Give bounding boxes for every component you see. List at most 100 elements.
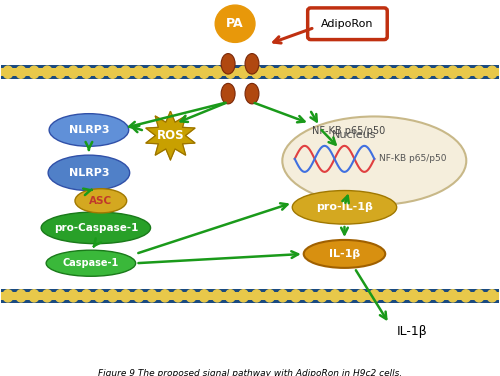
Circle shape (292, 66, 300, 74)
Bar (2, 300, 498, 303)
Circle shape (396, 70, 405, 78)
Circle shape (265, 66, 274, 74)
Circle shape (292, 70, 300, 78)
Bar (2, 65, 498, 68)
Circle shape (292, 290, 300, 298)
Circle shape (200, 66, 208, 74)
Bar (2, 76, 498, 79)
Circle shape (252, 294, 261, 302)
Circle shape (422, 290, 431, 298)
Circle shape (265, 290, 274, 298)
Circle shape (56, 70, 64, 78)
Circle shape (69, 70, 78, 78)
Circle shape (474, 66, 484, 74)
Text: IL-1β: IL-1β (329, 249, 360, 259)
Circle shape (160, 290, 170, 298)
Circle shape (160, 66, 170, 74)
Circle shape (344, 294, 352, 302)
Circle shape (226, 290, 235, 298)
Circle shape (252, 290, 261, 298)
Circle shape (30, 70, 38, 78)
Circle shape (239, 70, 248, 78)
Circle shape (134, 294, 143, 302)
Circle shape (108, 290, 117, 298)
Circle shape (95, 70, 104, 78)
Circle shape (213, 66, 222, 74)
Circle shape (304, 290, 314, 298)
Circle shape (95, 290, 104, 298)
Circle shape (226, 294, 235, 302)
Circle shape (16, 66, 26, 74)
Ellipse shape (292, 191, 397, 224)
Circle shape (186, 70, 196, 78)
Circle shape (4, 290, 13, 298)
Circle shape (174, 294, 182, 302)
Circle shape (16, 290, 26, 298)
Circle shape (344, 66, 352, 74)
Circle shape (278, 290, 287, 298)
Text: NF-KB p65/p50: NF-KB p65/p50 (380, 155, 447, 163)
Circle shape (370, 290, 379, 298)
Circle shape (422, 294, 431, 302)
Circle shape (318, 290, 326, 298)
Bar (2, 289, 498, 302)
Circle shape (356, 70, 366, 78)
Text: pro-IL-1β: pro-IL-1β (316, 202, 373, 212)
Text: NLRP3: NLRP3 (68, 168, 109, 178)
Circle shape (121, 294, 130, 302)
Circle shape (330, 290, 340, 298)
Circle shape (174, 70, 182, 78)
Circle shape (448, 290, 458, 298)
Circle shape (409, 290, 418, 298)
Circle shape (95, 66, 104, 74)
Circle shape (82, 70, 91, 78)
Circle shape (160, 70, 170, 78)
Ellipse shape (245, 53, 259, 74)
Circle shape (383, 290, 392, 298)
Circle shape (278, 66, 287, 74)
Circle shape (42, 294, 51, 302)
Ellipse shape (221, 53, 235, 74)
Circle shape (186, 66, 196, 74)
Circle shape (330, 294, 340, 302)
Circle shape (108, 70, 117, 78)
Circle shape (409, 70, 418, 78)
Circle shape (422, 66, 431, 74)
Text: NLRP3: NLRP3 (68, 125, 109, 135)
Circle shape (148, 290, 156, 298)
Circle shape (356, 66, 366, 74)
Circle shape (121, 290, 130, 298)
Circle shape (82, 290, 91, 298)
Circle shape (436, 66, 444, 74)
Circle shape (448, 70, 458, 78)
Circle shape (82, 294, 91, 302)
Circle shape (292, 294, 300, 302)
Circle shape (474, 290, 484, 298)
Circle shape (213, 294, 222, 302)
Circle shape (488, 290, 496, 298)
Circle shape (4, 66, 13, 74)
Circle shape (4, 294, 13, 302)
Circle shape (4, 70, 13, 78)
Circle shape (488, 70, 496, 78)
Circle shape (213, 70, 222, 78)
Ellipse shape (48, 155, 130, 191)
Circle shape (304, 70, 314, 78)
Circle shape (148, 294, 156, 302)
Circle shape (318, 66, 326, 74)
Circle shape (383, 70, 392, 78)
Circle shape (462, 70, 470, 78)
Circle shape (69, 290, 78, 298)
Text: AdipoRon: AdipoRon (321, 19, 374, 29)
Circle shape (69, 66, 78, 74)
Circle shape (82, 66, 91, 74)
Circle shape (488, 294, 496, 302)
Ellipse shape (75, 189, 126, 213)
Text: ASC: ASC (90, 196, 112, 206)
Text: NF-KB p65/p50: NF-KB p65/p50 (312, 126, 385, 136)
Text: Figure 9 The proposed signal pathway with AdipoRon in H9c2 cells.: Figure 9 The proposed signal pathway wit… (98, 368, 402, 376)
Circle shape (278, 294, 287, 302)
Circle shape (160, 294, 170, 302)
Polygon shape (146, 111, 195, 160)
Circle shape (69, 294, 78, 302)
